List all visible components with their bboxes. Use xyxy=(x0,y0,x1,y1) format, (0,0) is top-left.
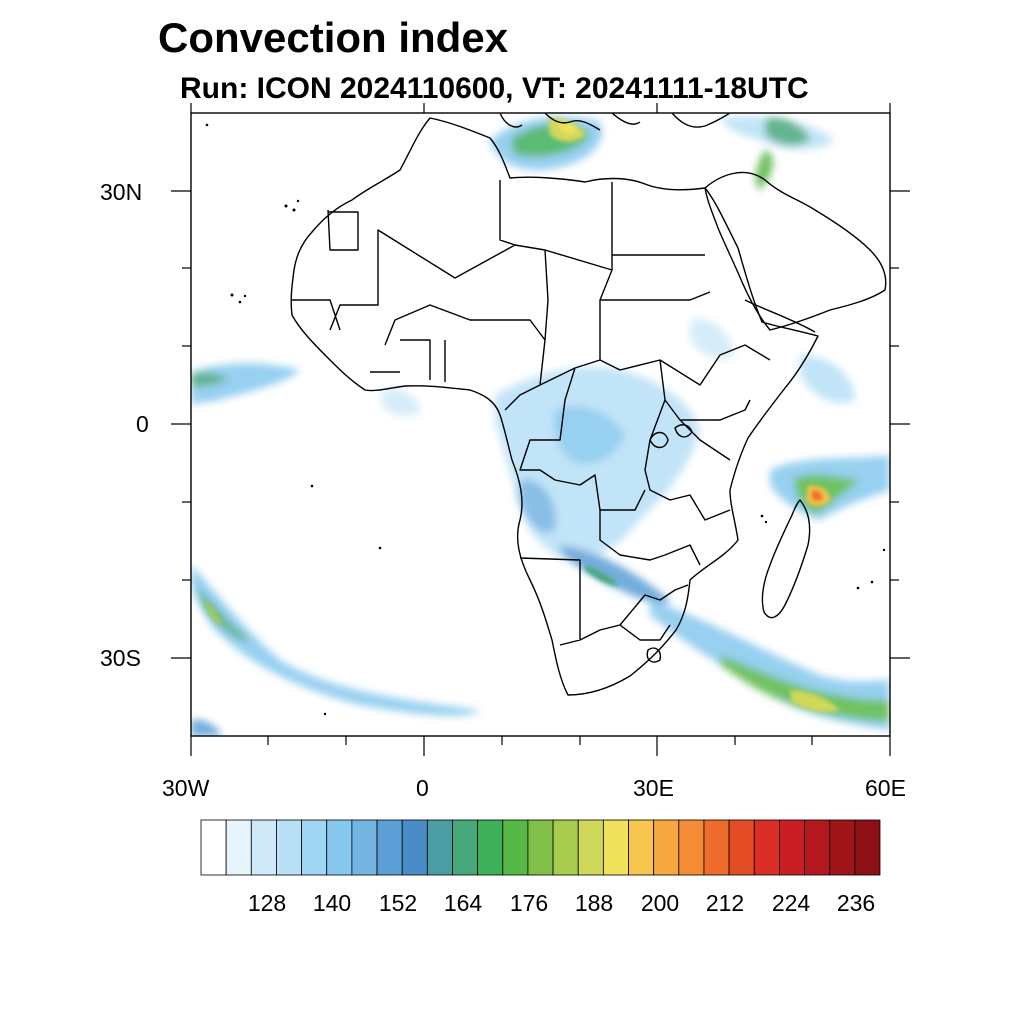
colorbar-swatch xyxy=(854,819,881,876)
colorbar-label: 236 xyxy=(836,890,876,916)
colorbar-swatch xyxy=(326,819,353,876)
colorbar-swatch xyxy=(452,819,479,876)
colorbar-swatch xyxy=(552,819,579,876)
colorbar-swatch xyxy=(250,819,277,876)
islands xyxy=(205,123,886,716)
colorbar-swatch xyxy=(804,819,831,876)
y-tick-label-30n: 30N xyxy=(100,179,143,205)
colorbar-label: 188 xyxy=(574,890,614,916)
x-tick-label-0: 0 xyxy=(416,775,429,801)
axis-ticks xyxy=(171,103,910,756)
colorbar-swatch xyxy=(477,819,504,876)
colorbar-swatch xyxy=(401,819,428,876)
colorbar-swatch xyxy=(502,819,529,876)
colorbar-swatch xyxy=(653,819,680,876)
colorbar-label: 140 xyxy=(312,890,352,916)
colorbar-swatch xyxy=(602,819,629,876)
colorbar xyxy=(200,819,881,876)
colorbar-swatch xyxy=(678,819,705,876)
colorbar-swatch xyxy=(779,819,805,876)
country-borders xyxy=(290,113,887,696)
colorbar-label: 152 xyxy=(378,890,418,916)
colorbar-swatch xyxy=(628,819,655,876)
y-tick-label-30s: 30S xyxy=(100,645,141,671)
y-tick-label-0: 0 xyxy=(136,411,149,437)
x-tick-label-30e: 30E xyxy=(633,775,674,801)
convection-shading xyxy=(191,116,890,736)
colorbar-swatch xyxy=(753,819,780,876)
colorbar-swatch xyxy=(225,819,252,876)
colorbar-swatch xyxy=(703,819,730,876)
x-tick-label-30w: 30W xyxy=(162,775,210,801)
colorbar-label: 176 xyxy=(509,890,549,916)
colorbar-swatch xyxy=(728,819,755,876)
colorbar-swatch xyxy=(527,819,554,876)
colorbar-label: 200 xyxy=(640,890,680,916)
colorbar-swatch xyxy=(200,819,227,876)
colorbar-swatch xyxy=(376,819,403,876)
colorbar-swatch xyxy=(301,819,328,876)
colorbar-label: 164 xyxy=(443,890,483,916)
colorbar-swatch xyxy=(276,819,302,876)
colorbar-swatch xyxy=(351,819,378,876)
colorbar-swatch xyxy=(426,819,453,876)
colorbar-label: 224 xyxy=(771,890,811,916)
colorbar-swatch xyxy=(829,819,856,876)
colorbar-swatch xyxy=(577,819,604,876)
x-tick-label-60e: 60E xyxy=(865,775,906,801)
chart-subtitle: Run: ICON 2024110600, VT: 20241111-18UTC xyxy=(180,72,809,105)
chart-title: Convection index xyxy=(158,14,509,61)
colorbar-label: 128 xyxy=(247,890,287,916)
colorbar-label: 212 xyxy=(705,890,745,916)
